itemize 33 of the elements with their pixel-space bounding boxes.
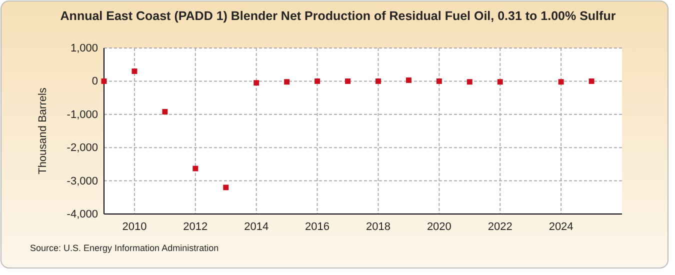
x-tick-label: 2014 — [244, 220, 269, 233]
y-tick-label: -4,000 — [66, 208, 98, 221]
point — [284, 79, 290, 85]
point — [314, 78, 320, 84]
y-tick-label: -1,000 — [66, 108, 98, 121]
x-tick-label: 2020 — [426, 220, 452, 233]
point — [192, 166, 198, 172]
chart-title: Annual East Coast (PADD 1) Blender Net Production of Residual Fuel Oil, 0.31 to 1.00% Sulfur — [60, 9, 616, 23]
point — [101, 78, 107, 84]
y-tick-label: 0 — [92, 76, 98, 88]
x-tick-label: 2018 — [366, 220, 390, 233]
y-tick-label: -3,000 — [66, 175, 98, 188]
y-axis-title: Thousand Barrels — [37, 87, 49, 174]
x-tick-label: 2022 — [488, 220, 512, 233]
point — [375, 78, 381, 84]
point — [345, 78, 351, 84]
source-note: Source: U.S. Energy Information Administration — [30, 243, 219, 253]
y-tick-label: 1,000 — [70, 42, 98, 55]
point — [436, 78, 442, 84]
point — [406, 77, 412, 83]
point — [466, 79, 472, 85]
point — [588, 78, 594, 84]
x-tick-label: 2012 — [183, 220, 208, 233]
point — [132, 68, 138, 74]
point — [497, 79, 503, 85]
point — [558, 79, 564, 85]
x-tick-label: 2010 — [122, 220, 147, 233]
y-tick-label: -2,000 — [66, 142, 98, 154]
x-tick-label: 2016 — [305, 220, 330, 233]
point — [162, 109, 168, 114]
point — [254, 80, 260, 86]
x-tick-label: 2024 — [548, 220, 574, 233]
point — [223, 184, 229, 190]
